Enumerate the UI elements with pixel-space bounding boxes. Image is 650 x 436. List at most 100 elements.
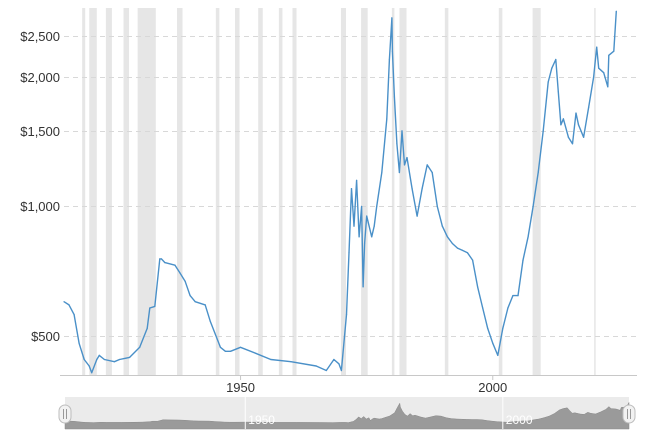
- data-point: [522, 259, 524, 261]
- navigator-series-area: [64, 401, 630, 430]
- data-point: [96, 358, 98, 361]
- data-point: [345, 314, 348, 316]
- range-navigator[interactable]: 1950 2000: [58, 397, 636, 430]
- recession-band: [391, 8, 395, 375]
- data-point: [615, 10, 617, 12]
- data-point: [436, 205, 438, 208]
- data-point: [487, 327, 489, 329]
- data-point: [583, 136, 585, 138]
- data-point: [386, 118, 388, 120]
- data-point: [557, 91, 559, 93]
- data-point: [571, 143, 574, 145]
- data-point: [83, 358, 85, 361]
- data-point: [373, 225, 375, 227]
- data-point: [426, 164, 428, 166]
- data-point: [149, 307, 151, 309]
- data-point: [406, 157, 408, 159]
- y-tick-label: $2,000: [20, 70, 60, 85]
- recession-band: [594, 8, 596, 375]
- data-point: [555, 58, 557, 61]
- recession-band: [340, 8, 346, 375]
- data-point: [164, 262, 166, 264]
- x-tick-label: 1950: [226, 380, 255, 395]
- y-axis-ticks: $2,500 $2,000 $1,500 $1,000 $500: [20, 29, 60, 344]
- recession-band: [176, 8, 183, 375]
- data-point: [103, 358, 105, 361]
- data-point: [113, 361, 115, 363]
- recession-band: [89, 8, 97, 375]
- data-point: [517, 295, 519, 297]
- recession-band: [498, 8, 503, 375]
- data-point: [338, 363, 340, 365]
- y-tick-label: $2,500: [20, 29, 60, 44]
- data-point: [497, 354, 499, 356]
- data-point: [593, 76, 595, 78]
- data-point: [184, 280, 186, 282]
- data-point: [353, 225, 355, 227]
- data-point: [608, 54, 610, 56]
- recession-band: [137, 8, 156, 375]
- data-point: [577, 124, 580, 126]
- data-point: [78, 342, 80, 344]
- data-point: [362, 286, 364, 288]
- data-point: [391, 17, 393, 19]
- data-point: [421, 188, 423, 190]
- data-point: [63, 301, 65, 303]
- data-point: [371, 236, 373, 238]
- recession-bands: [82, 8, 596, 375]
- data-point: [239, 346, 242, 348]
- y-tick-label: $1,500: [20, 124, 60, 139]
- data-point: [209, 320, 211, 322]
- data-point: [603, 72, 605, 74]
- recession-band: [399, 8, 407, 375]
- data-point: [348, 252, 350, 254]
- data-point: [174, 264, 176, 266]
- recession-band: [278, 8, 283, 375]
- data-point: [88, 365, 90, 367]
- data-point: [401, 130, 403, 132]
- data-point: [607, 86, 609, 88]
- data-point: [68, 304, 70, 306]
- data-point: [456, 247, 459, 249]
- navigator-right-handle[interactable]: [622, 404, 636, 424]
- data-point: [366, 215, 368, 217]
- data-point: [567, 136, 570, 138]
- data-point: [139, 346, 141, 348]
- data-point: [512, 295, 514, 297]
- recession-band: [123, 8, 130, 375]
- navigator-tick-label: 1950: [248, 413, 275, 427]
- navigator-left-handle[interactable]: [58, 404, 72, 424]
- x-tick-label: 2000: [478, 380, 507, 395]
- data-point: [388, 58, 390, 61]
- data-point: [542, 130, 544, 132]
- data-point: [472, 259, 474, 261]
- data-point: [393, 96, 395, 98]
- data-point: [598, 67, 600, 69]
- data-point: [446, 236, 448, 238]
- data-point: [290, 361, 292, 363]
- recession-band: [235, 8, 240, 375]
- data-point: [466, 252, 469, 254]
- data-point: [356, 179, 358, 181]
- x-axis-ticks: 1950 2000: [226, 375, 507, 395]
- data-point: [403, 164, 406, 166]
- data-point: [224, 350, 226, 352]
- series-area: [63, 10, 617, 374]
- data-point: [129, 356, 131, 358]
- data-point: [179, 272, 181, 274]
- data-point: [333, 358, 335, 361]
- data-point: [154, 305, 156, 307]
- navigator-ticks: 1950 2000: [244, 397, 533, 429]
- series-line: [63, 11, 617, 374]
- data-point: [160, 258, 162, 260]
- data-point: [219, 346, 221, 348]
- recession-band: [532, 8, 541, 375]
- data-point: [547, 81, 549, 83]
- data-point: [537, 171, 539, 174]
- data-point: [361, 205, 363, 208]
- data-point: [189, 295, 191, 297]
- data-point: [411, 188, 413, 190]
- data-point: [340, 369, 342, 372]
- data-point: [532, 205, 534, 208]
